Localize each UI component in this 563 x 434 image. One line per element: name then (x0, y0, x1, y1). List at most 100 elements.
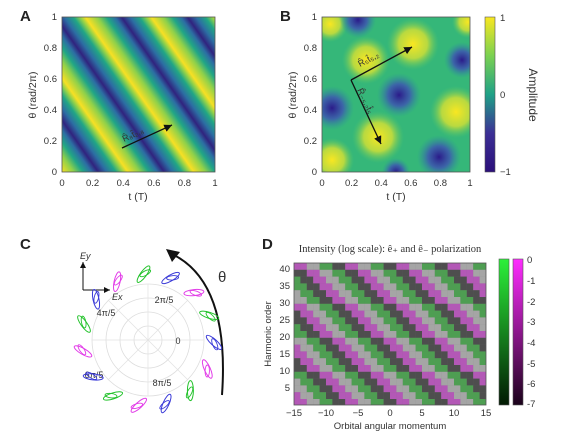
heatmap-cell (358, 331, 365, 338)
panel-a-arrow (121, 124, 173, 149)
heatmap-cell (364, 324, 371, 331)
panel-d-colorbar-tick: 0 (527, 255, 532, 266)
heatmap-cell (466, 310, 474, 318)
heatmap-cell (338, 290, 346, 297)
heatmap-cell (460, 351, 467, 359)
heatmap-cell (396, 351, 403, 359)
panel-d-xticks: −15 −10 −5 0 5 10 15 (286, 408, 491, 419)
heatmap-cell (383, 290, 390, 297)
heatmap-cell (415, 358, 422, 365)
panel-a-xtick: 0.2 (86, 178, 99, 189)
heatmap-cell (409, 351, 416, 359)
heatmap-cell (422, 269, 429, 277)
heatmap-cell (364, 269, 371, 277)
heatmap-cell (338, 351, 346, 359)
heatmap-cell (313, 283, 320, 291)
heatmap-cell (396, 283, 403, 291)
heatmap-cell (409, 317, 416, 325)
heatmap-cell (466, 276, 474, 284)
heatmap-cell (402, 371, 410, 379)
heatmap-cell (479, 344, 486, 352)
heatmap-cell (377, 385, 384, 393)
heatmap-cell (428, 310, 435, 318)
panel-d-xtick: −10 (318, 408, 334, 419)
heatmap-cell (332, 276, 339, 284)
heatmap-cell (402, 317, 410, 325)
heatmap-cell (377, 263, 384, 270)
heatmap-cell (396, 399, 403, 405)
heatmap-cell (441, 297, 448, 304)
heatmap-cell (460, 392, 467, 399)
polarization-figure (77, 315, 91, 333)
panel-c-angle-label: 8π/5 (153, 378, 172, 388)
heatmap-cell (338, 392, 346, 399)
heatmap-cell (319, 283, 326, 291)
heatmap-cell (390, 392, 397, 399)
heatmap-cell (466, 317, 474, 325)
heatmap-cell (338, 269, 346, 277)
panel-a-xtick: 0 (59, 178, 64, 189)
heatmap-cell (390, 317, 397, 325)
heatmap-cell (402, 331, 410, 338)
heatmap-cell (434, 344, 442, 352)
heatmap-cell (300, 269, 307, 277)
heatmap-cell (294, 283, 301, 291)
heatmap-cell (434, 276, 442, 284)
heatmap-cell (479, 371, 486, 379)
polarization-figure (199, 310, 220, 322)
heatmap-cell (383, 351, 390, 359)
heatmap-cell (479, 399, 486, 405)
panel-c-theta-arrowhead (166, 249, 180, 262)
heatmap-cell (402, 358, 410, 365)
panel-b-heatmap (321, 16, 471, 173)
heatmap-cell (396, 276, 403, 284)
heatmap-cell (338, 337, 346, 345)
polarization-figure (102, 391, 124, 401)
panel-c-axis-y-label: Ey (80, 251, 91, 261)
heatmap-cell (473, 290, 480, 297)
panel-c-theta-arc (171, 253, 224, 396)
heatmap-cell (313, 297, 320, 304)
heatmap-cell (358, 399, 365, 405)
heatmap-cell (466, 331, 474, 338)
polarization-figure (112, 271, 123, 292)
heatmap-cell (370, 351, 378, 359)
heatmap-cell (300, 385, 307, 393)
heatmap-cell (306, 290, 314, 297)
heatmap-cell (422, 399, 429, 405)
heatmap-cell (306, 371, 314, 379)
heatmap-cell (338, 310, 346, 318)
heatmap-cell (383, 365, 390, 372)
heatmap-cell (306, 263, 314, 270)
heatmap-cell (441, 331, 448, 338)
heatmap-cell (434, 337, 442, 345)
heatmap-cell (370, 392, 378, 399)
panel-d-ytick: 35 (279, 281, 290, 292)
heatmap-cell (441, 317, 448, 325)
heatmap-cell (447, 331, 454, 338)
heatmap-cell (473, 399, 480, 405)
heatmap-cell (466, 351, 474, 359)
panel-d-colorbar-ticks: 0 -1 -2 -3 -4 -5 -6 -7 (527, 255, 535, 410)
panel-d-xtick: −5 (353, 408, 364, 419)
heatmap-cell (473, 385, 480, 393)
heatmap-cell (332, 385, 339, 393)
heatmap-cell (326, 263, 333, 270)
heatmap-cell (294, 317, 301, 325)
heatmap-cell (370, 371, 378, 379)
panel-b-ytick: 0.6 (304, 74, 317, 85)
heatmap-cell (338, 317, 346, 325)
panel-d-colorbar-tick: -2 (527, 297, 535, 308)
heatmap-cell (390, 344, 397, 352)
heatmap-cell (364, 263, 371, 270)
heatmap-cell (345, 399, 352, 405)
heatmap-cell (447, 392, 454, 399)
heatmap-cell (473, 337, 480, 345)
heatmap-cell (409, 310, 416, 318)
heatmap-cell (447, 297, 454, 304)
heatmap-cell (454, 378, 461, 386)
heatmap-cell (351, 310, 358, 318)
heatmap-cell (294, 276, 301, 284)
heatmap-cell (319, 317, 326, 325)
